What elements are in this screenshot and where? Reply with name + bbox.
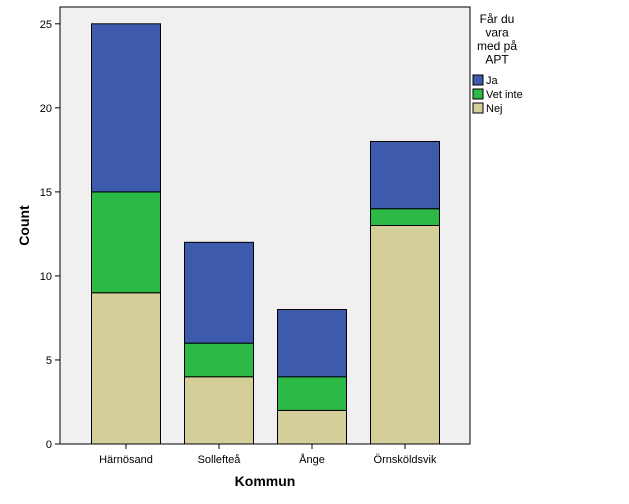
bar-nej-3	[370, 225, 440, 445]
y-tick-label: 0	[46, 439, 52, 451]
legend-title-line: APT	[485, 53, 509, 67]
bar-ja-3	[370, 140, 440, 210]
bar-vet-inte-3	[370, 208, 440, 226]
legend-swatch-nej	[472, 102, 484, 114]
legend-label-vet-inte: Vet inte	[486, 89, 523, 101]
bars-group	[91, 23, 440, 445]
y-tick-label: 15	[40, 187, 52, 199]
y-tick-label: 5	[46, 355, 52, 367]
bar-vet-inte-0	[91, 191, 161, 294]
y-axis: 0 5 10 15 20 25	[40, 19, 60, 451]
y-axis-title: Count	[16, 205, 32, 246]
bar-nej-1	[184, 376, 254, 445]
x-axis: Härnösand Sollefteå Ånge Örnsköldsvik	[99, 444, 437, 466]
bar-vet-inte-1	[184, 342, 254, 378]
legend-title-line: med på	[477, 39, 517, 53]
y-tick-label: 25	[40, 19, 52, 31]
y-tick-label: 20	[40, 103, 52, 115]
x-tick-label: Ånge	[299, 453, 325, 466]
bar-vet-inte-2	[277, 376, 347, 411]
bar-nej-2	[277, 409, 347, 445]
x-tick-label: Örnsköldsvik	[374, 454, 437, 466]
bar-ja-0	[91, 23, 161, 193]
legend-swatch-ja	[472, 74, 484, 86]
legend-title-line: vara	[485, 26, 509, 40]
x-tick-label: Härnösand	[99, 454, 153, 466]
legend-swatch-vet-inte	[472, 88, 484, 100]
legend-title-line: Får du	[480, 12, 515, 26]
legend-label-nej: Nej	[486, 103, 503, 115]
legend-label-ja: Ja	[486, 75, 499, 87]
bar-ja-2	[277, 309, 347, 378]
y-tick-label: 10	[40, 271, 52, 283]
bar-ja-1	[184, 241, 254, 344]
bar-nej-0	[91, 292, 161, 445]
x-axis-title: Kommun	[235, 473, 296, 489]
x-tick-label: Sollefteå	[198, 454, 242, 466]
